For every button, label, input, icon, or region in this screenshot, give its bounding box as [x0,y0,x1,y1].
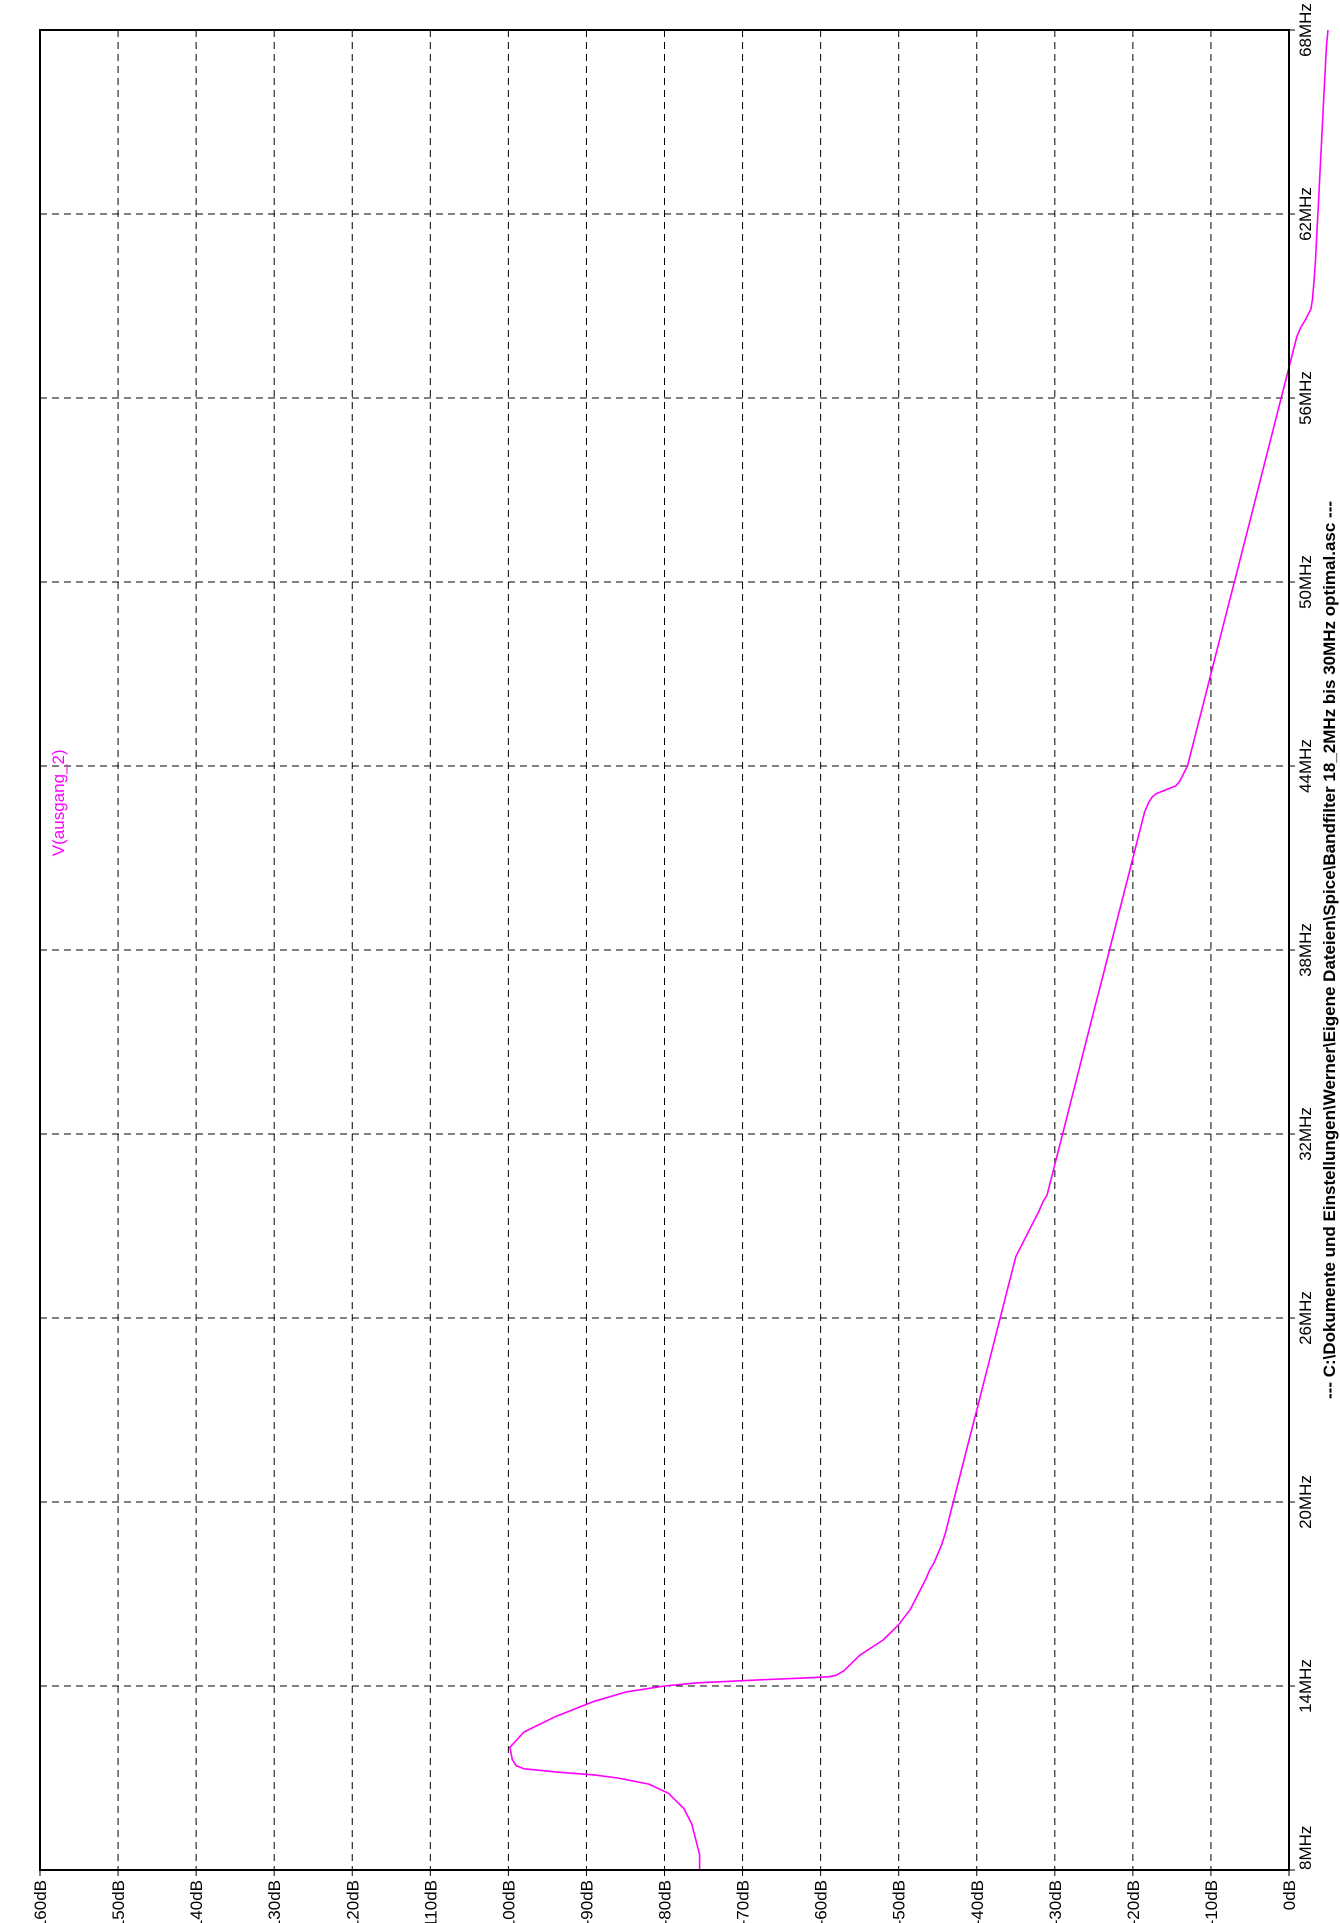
y-tick-label: -20dB [1124,1880,1143,1923]
y-tick-label: -10dB [1202,1880,1221,1923]
y-tick-label: -40dB [968,1880,987,1923]
file-path-footer: --- C:\Dokumente und Einstellungen\Werne… [1320,501,1339,1399]
grid-layer [39,29,1290,1871]
y-tick-label: -80dB [656,1880,675,1923]
y-tick-label: -60dB [812,1880,831,1923]
x-tick-label: 38MHz [1296,923,1315,977]
x-tick-label: 50MHz [1296,555,1315,609]
y-tick-label: -110dB [421,1880,440,1923]
trace-name-label[interactable]: V(ausgang_2) [49,749,68,856]
y-tick-label: -100dB [499,1880,518,1923]
x-tick-label: 20MHz [1296,1475,1315,1529]
y-tick-label: -130dB [265,1880,284,1923]
x-tick-label: 8MHz [1296,1826,1315,1870]
x-tick-label: 68MHz [1296,3,1315,57]
y-tick-label: -30dB [1046,1880,1065,1923]
x-tick-label: 62MHz [1296,187,1315,241]
y-tick-label: -50dB [890,1880,909,1923]
x-tick-label: 32MHz [1296,1107,1315,1161]
series-line-0 [509,29,1329,1870]
y-tick-label: -150dB [109,1880,128,1923]
y-tick-label: -90dB [577,1880,596,1923]
y-tick-label: -120dB [343,1880,362,1923]
plot-frame [39,29,1290,1871]
trace-layer [509,29,1329,1870]
label-layer: 0dB -10dB -20dB -30dB -40dB -50dB -60dB -70dB -8… [31,3,1339,1923]
y-tick-label: -160dB [31,1880,50,1923]
y-tick-label: -70dB [734,1880,753,1923]
y-tick-label: -140dB [187,1880,206,1923]
x-tick-label: 14MHz [1296,1659,1315,1713]
x-tick-label: 44MHz [1296,739,1315,793]
x-tick-label: 26MHz [1296,1291,1315,1345]
x-tick-label: 56MHz [1296,371,1315,425]
y-tick-label: 0dB [1280,1880,1299,1910]
